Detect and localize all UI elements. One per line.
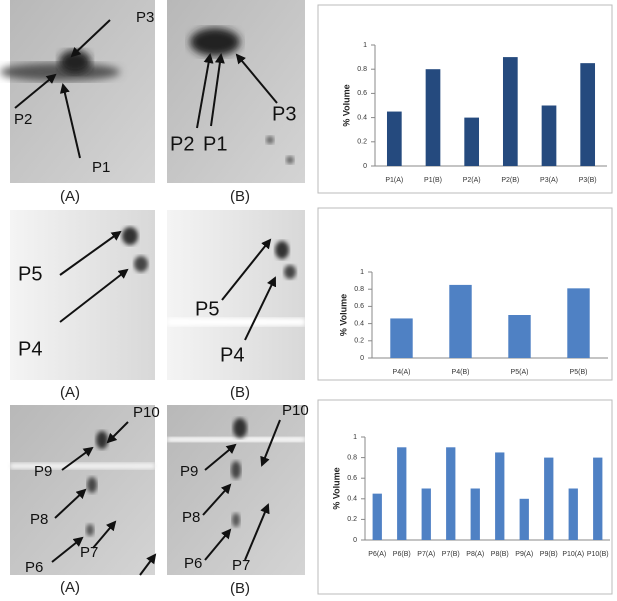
bar: [568, 488, 578, 540]
x-tick-label: P9(B): [540, 551, 558, 558]
bar: [519, 498, 529, 540]
spot-label: P8: [182, 509, 200, 526]
caption: (B): [230, 384, 250, 401]
y-tick-label: 0: [353, 537, 357, 544]
x-tick-label: P6(B): [393, 551, 411, 558]
x-tick-label: P5(B): [570, 369, 588, 376]
x-tick-label: P7(A): [417, 551, 435, 558]
spot-label: P3: [136, 9, 154, 26]
bar: [449, 284, 472, 358]
caption: (B): [230, 188, 250, 205]
y-axis-label: % Volume: [341, 84, 351, 126]
y-axis-label: % Volume: [331, 467, 341, 509]
bar: [390, 318, 413, 358]
bar: [421, 488, 431, 540]
x-tick-label: P9(A): [515, 551, 533, 558]
y-tick-label: 0.6: [357, 90, 367, 97]
bar: [446, 447, 456, 540]
caption: (A): [60, 384, 80, 401]
spot-label: P4: [220, 344, 244, 366]
x-tick-label: P1(A): [385, 177, 403, 184]
y-tick-label: 0.6: [347, 475, 357, 482]
bar: [425, 69, 441, 166]
bar: [372, 493, 382, 540]
spot-label: P4: [18, 338, 42, 360]
arrows: [14, 19, 281, 576]
x-tick-label: P2(A): [463, 177, 481, 184]
y-tick-label: 0.8: [347, 454, 357, 461]
bar: [541, 105, 557, 166]
x-tick-label: P7(B): [442, 551, 460, 558]
caption: (A): [60, 579, 80, 596]
x-tick-label: P3(A): [540, 177, 558, 184]
y-tick-label: 0.8: [357, 66, 367, 73]
y-tick-label: 1: [363, 42, 367, 49]
bar: [508, 315, 531, 358]
bar: [567, 288, 590, 358]
bar: [464, 117, 480, 166]
x-tick-label: P2(B): [501, 177, 519, 184]
x-tick-label: P10(B): [587, 551, 609, 558]
y-tick-label: 0.2: [357, 139, 367, 146]
x-tick-label: P5(A): [511, 369, 529, 376]
spot-label: P2: [14, 111, 32, 128]
bar: [544, 457, 554, 540]
bar: [470, 488, 480, 540]
spot-label: P8: [30, 511, 48, 528]
y-tick-label: 0.4: [347, 496, 357, 503]
y-tick-label: 1: [360, 269, 364, 276]
spot-label: P1: [92, 159, 110, 176]
spot-label: P6: [25, 559, 43, 576]
y-tick-label: 0.2: [347, 516, 357, 523]
spot-label: P7: [232, 557, 250, 574]
y-axis-label: % Volume: [338, 294, 348, 336]
y-tick-label: 0.8: [354, 286, 364, 293]
spot-label: P10: [282, 402, 309, 419]
caption: (A): [60, 188, 80, 205]
y-tick-label: 0.4: [357, 114, 367, 121]
bar: [495, 452, 505, 540]
spot-label: P7: [80, 544, 98, 561]
spot-label: P5: [195, 298, 219, 320]
bar: [386, 111, 402, 166]
spot-label: P9: [34, 463, 52, 480]
x-tick-label: P8(B): [491, 551, 509, 558]
bar: [580, 63, 596, 166]
y-tick-label: 0.2: [354, 338, 364, 345]
bar: [502, 57, 518, 166]
spot-label: P1: [203, 133, 227, 155]
chart-frame: [317, 399, 613, 595]
x-tick-label: P4(A): [393, 369, 411, 376]
spot-label: P2: [170, 133, 194, 155]
x-tick-label: P6(A): [368, 551, 386, 558]
spot-label: P9: [180, 463, 198, 480]
y-tick-label: 0.4: [354, 320, 364, 327]
spot-label: P10: [133, 404, 160, 421]
gel-labels: P3 P2 P1 P2 P1 P3 (A) (B) P5 P4 P5 P4 (A…: [14, 9, 309, 597]
y-tick-label: 1: [353, 434, 357, 441]
x-tick-label: P1(B): [424, 177, 442, 184]
bar: [593, 457, 603, 540]
x-tick-label: P10(A): [562, 551, 584, 558]
y-tick-label: 0: [360, 355, 364, 362]
y-tick-label: 0.6: [354, 303, 364, 310]
x-tick-label: P3(B): [579, 177, 597, 184]
y-tick-label: 0: [363, 163, 367, 170]
gel-images: [0, 0, 305, 575]
spot-label: P3: [272, 103, 296, 125]
spot-label: P5: [18, 263, 42, 285]
caption: (B): [230, 580, 250, 596]
x-tick-label: P4(B): [452, 369, 470, 376]
bar: [397, 447, 407, 540]
spot-label: P6: [184, 555, 202, 572]
x-tick-label: P8(A): [466, 551, 484, 558]
